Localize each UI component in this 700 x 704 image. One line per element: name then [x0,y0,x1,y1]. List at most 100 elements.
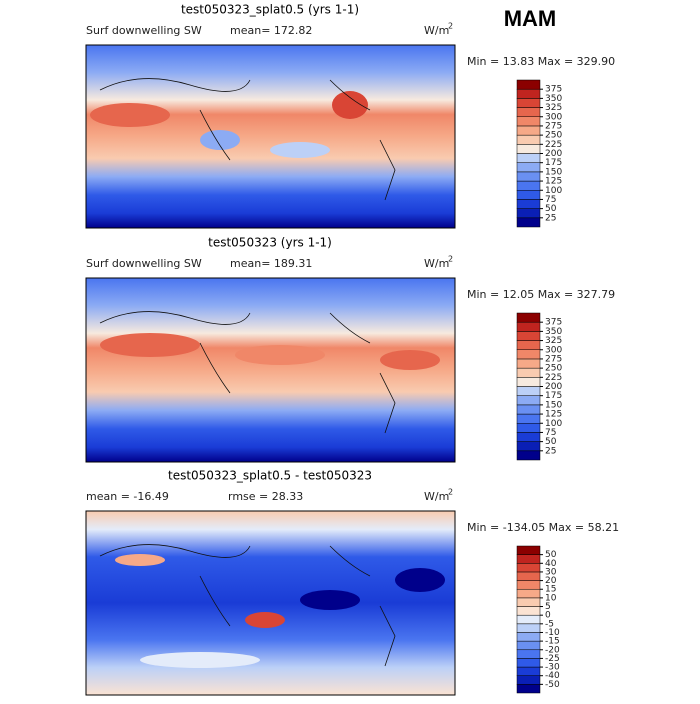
colorbar-label: 200 [545,382,562,392]
colorbar-swatch [516,588,541,599]
units-label: W/m [424,257,449,270]
colorbar-swatch [516,658,541,668]
colorbar-swatch [516,432,541,442]
stat-label: mean= 189.31 [230,257,312,270]
colorbar-swatch [516,190,541,200]
colorbar-swatch [516,377,541,387]
colorbar-label: 250 [545,364,562,374]
colorbar-label: -20 [545,645,560,655]
colorbar-label: -5 [545,619,554,629]
colorbar-label: 325 [545,103,562,113]
colorbar-swatch [516,684,541,694]
colorbar-swatch [516,349,541,360]
colorbar-label: 50 [545,437,557,447]
colorbar-label: 350 [545,327,562,337]
variable-label: Surf downwelling SW [86,24,202,37]
colorbar-swatch [516,614,541,625]
colorbar-label: 75 [545,195,556,205]
stat-label: rmse = 28.33 [228,490,303,503]
stat-label: mean= 172.82 [230,24,312,37]
colorbar-label: 15 [545,585,556,595]
colorbar-label: 150 [545,400,562,410]
colorbar-swatch [516,675,541,685]
colorbar-label: 25 [545,446,556,456]
colorbar-label: -30 [545,663,560,673]
min-max: Min = 13.83 Max = 329.90 [467,55,615,68]
colorbar-swatch [516,441,541,452]
colorbar-swatch [516,580,541,590]
season: MAM [504,6,557,31]
min-max: Min = 12.05 Max = 327.79 [467,288,615,301]
colorbar-label: 375 [545,318,562,328]
colorbar-swatch [516,623,541,633]
colorbar-swatch [516,340,541,350]
colorbar-swatch [516,180,541,191]
colorbar-label: 225 [545,373,562,383]
colorbar-swatch [516,413,541,424]
colorbar-swatch [516,312,541,323]
map [85,510,456,696]
colorbar-swatch [516,88,541,99]
colorbar-label: 100 [545,419,562,429]
colorbar-swatch [516,217,541,228]
colorbar-swatch [516,554,541,564]
units-power: 2 [448,22,453,31]
colorbar-label: 75 [545,428,556,438]
stat-label: mean = -16.49 [86,490,169,503]
colorbar-swatch [516,98,541,108]
colorbar-swatch [516,640,541,651]
colorbar-label: 225 [545,140,562,150]
colorbar-label: 125 [545,410,562,420]
colorbar-label: 40 [545,559,557,569]
colorbar-swatch [516,116,541,127]
panel-title: test050323 (yrs 1-1) [208,236,332,250]
colorbar-swatch [516,563,541,573]
colorbar-swatch [516,423,541,433]
colorbar-label: 350 [545,94,562,104]
colorbar-label: 25 [545,213,556,223]
colorbar-label: 250 [545,131,562,141]
colorbar-label: 175 [545,391,562,401]
colorbar-swatch [516,597,541,607]
colorbar-swatch [516,144,541,154]
colorbar-swatch [516,450,541,461]
colorbar-label: 30 [545,567,557,577]
colorbar-swatch [516,395,541,406]
colorbar-label: -15 [545,637,560,647]
colorbar-swatch [516,367,541,378]
colorbar-swatch [516,632,541,642]
panel-title: test050323_splat0.5 (yrs 1-1) [181,3,359,17]
colorbar-label: 300 [545,345,562,355]
units-label: W/m [424,490,449,503]
colorbar-swatch [516,649,541,659]
colorbar-label: 300 [545,112,562,122]
colorbar-swatch [516,171,541,182]
colorbar-swatch [516,321,541,332]
colorbar-swatch [516,571,541,581]
panel-title: test050323_splat0.5 - test050323 [168,469,372,483]
colorbar-label: 100 [545,186,562,196]
colorbar-label: -10 [545,628,560,638]
colorbar-label: 10 [545,593,557,603]
colorbar-label: 375 [545,85,562,95]
units-power: 2 [448,255,453,264]
units-power: 2 [448,488,453,497]
colorbar-label: 50 [545,550,557,560]
colorbar-label: 5 [545,602,551,612]
colorbar-label: -50 [545,680,560,690]
colorbar-label: 0 [545,611,551,621]
colorbar-swatch [516,199,541,209]
map [85,277,456,463]
colorbar-swatch [516,606,541,616]
colorbar-swatch [516,107,541,117]
colorbar-swatch [516,386,541,396]
colorbar-label: 150 [545,167,562,177]
colorbar-swatch [516,358,541,369]
colorbar-swatch [516,162,541,173]
colorbar-label: 325 [545,336,562,346]
colorbar-swatch [516,331,541,341]
map [85,44,456,229]
colorbar-label: 20 [545,576,557,586]
colorbar-swatch [516,545,541,555]
